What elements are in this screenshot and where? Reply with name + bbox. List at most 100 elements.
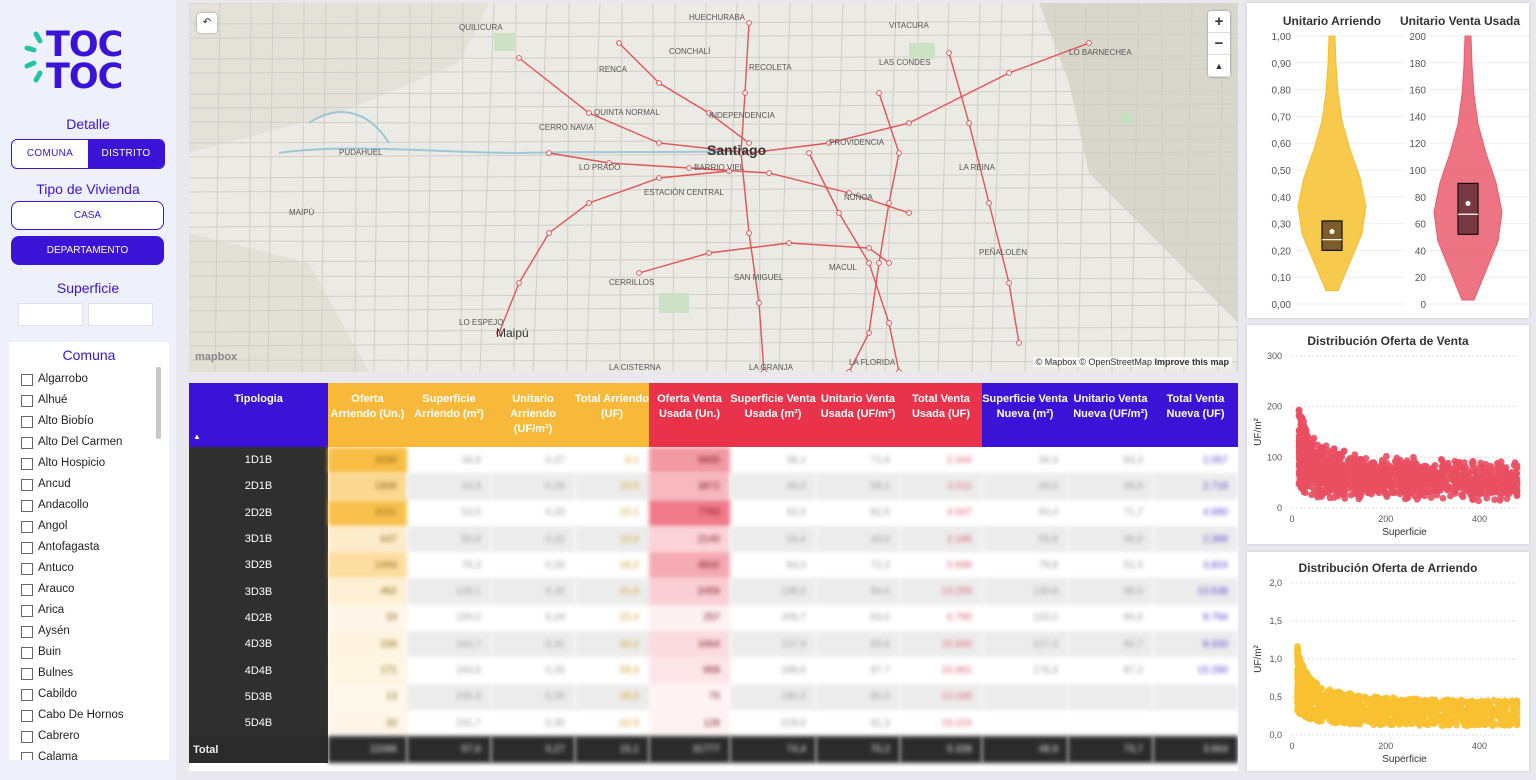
scatter-point xyxy=(1382,694,1390,702)
comuna-item[interactable]: Alto Hospicio xyxy=(9,453,169,474)
table-cell: 83,3 xyxy=(1123,454,1143,466)
checkbox[interactable] xyxy=(21,689,33,701)
comuna-label: Antofagasta xyxy=(38,541,100,553)
comuna-item[interactable]: Algarrobo xyxy=(9,369,169,390)
comuna-item[interactable]: Angol xyxy=(9,516,169,537)
comuna-scrollbar[interactable] xyxy=(156,367,161,439)
column-header[interactable]: Unitario Venta Usada (UF/m²) xyxy=(816,383,900,447)
scatter-point xyxy=(1400,696,1407,704)
checkbox[interactable] xyxy=(21,437,33,449)
table-cell: 46,0 xyxy=(982,473,1068,500)
checkbox[interactable] xyxy=(21,374,33,386)
checkbox[interactable] xyxy=(21,395,33,407)
checkbox[interactable] xyxy=(21,584,33,596)
sort-asc-icon[interactable]: ▲ xyxy=(193,432,201,441)
detalle-distrito-button[interactable]: DISTRITO xyxy=(88,140,164,168)
checkbox[interactable] xyxy=(21,626,33,638)
comuna-item[interactable]: Cabo De Hornos xyxy=(9,705,169,726)
comuna-item[interactable]: Alhué xyxy=(9,390,169,411)
y-tick-label: 100 xyxy=(1267,452,1282,462)
checkbox[interactable] xyxy=(21,479,33,491)
comuna-item[interactable]: Cabrero xyxy=(9,726,169,747)
column-header[interactable]: Tipologia ▲ xyxy=(189,383,328,447)
y-tick-label: 200 xyxy=(1267,402,1282,412)
table-cell: 97,7 xyxy=(870,665,890,677)
column-header-label: Oferta Venta Usada (Un.) xyxy=(657,393,722,420)
column-header[interactable]: Total Venta Nueva (UF) xyxy=(1153,383,1238,447)
checkbox[interactable] xyxy=(21,710,33,722)
comuna-item[interactable]: Arauco xyxy=(9,579,169,600)
map-attribution[interactable]: © Mapbox © OpenStreetMap Improve this ma… xyxy=(1032,357,1232,367)
comuna-item[interactable]: Bulnes xyxy=(9,663,169,684)
comuna-item[interactable]: Ancud xyxy=(9,474,169,495)
checkbox[interactable] xyxy=(21,647,33,659)
detalle-comuna-button[interactable]: COMUNA xyxy=(26,148,74,159)
scatter-point xyxy=(1432,484,1440,491)
checkbox[interactable] xyxy=(21,668,33,680)
table-cell: 46,0 xyxy=(730,473,816,500)
checkbox[interactable] xyxy=(21,521,33,533)
scatter-point xyxy=(1366,706,1373,714)
column-header[interactable]: Oferta Venta Usada (Un.) xyxy=(649,383,730,447)
superficie-min-input[interactable] xyxy=(18,303,83,326)
scatter-point xyxy=(1484,697,1492,705)
comuna-item[interactable]: Aysén xyxy=(9,621,169,642)
scatter-point xyxy=(1294,648,1302,656)
comuna-item[interactable]: Antofagasta xyxy=(9,537,169,558)
map-place-label: MACUL xyxy=(829,263,858,272)
scatter-point xyxy=(1335,710,1343,718)
zoom-in-button[interactable]: + xyxy=(1208,11,1230,33)
total-cell: 11066 xyxy=(328,736,407,764)
checkbox[interactable] xyxy=(21,458,33,470)
checkbox[interactable] xyxy=(21,416,33,428)
compass-button[interactable]: ▲ xyxy=(1208,55,1230,77)
scatter-point xyxy=(1513,705,1521,713)
table-cell: 55,8 xyxy=(982,525,1068,553)
superficie-max-input[interactable] xyxy=(88,303,153,326)
comuna-item[interactable]: Antuco xyxy=(9,558,169,579)
comuna-list[interactable]: Comuna Algarrobo Alhué Alto Biobío Alto Del… xyxy=(9,342,169,760)
total-cell: 74,4 xyxy=(730,736,816,764)
x-tick-label: 200 xyxy=(1378,514,1393,524)
comuna-item[interactable]: Cabildo xyxy=(9,684,169,705)
column-header[interactable]: Superficie Venta Usada (m²) xyxy=(730,383,816,447)
comuna-item[interactable]: Andacollo xyxy=(9,495,169,516)
comuna-item[interactable]: Calama xyxy=(9,747,169,760)
table-cell: 63,6 xyxy=(870,612,890,624)
zoom-out-button[interactable]: − xyxy=(1208,33,1230,55)
column-header[interactable]: Unitario Arriendo (UF/m²) xyxy=(491,383,575,447)
comuna-item[interactable]: Arica xyxy=(9,600,169,621)
comuna-item[interactable]: Alto Del Carmen xyxy=(9,432,169,453)
table-cell: 176,3 xyxy=(1032,665,1058,677)
comuna-item[interactable]: Buin xyxy=(9,642,169,663)
comuna-item[interactable]: Alto Biobío xyxy=(9,411,169,432)
column-header[interactable]: Oferta Arriendo (Un.) xyxy=(328,383,407,447)
checkbox[interactable] xyxy=(21,542,33,554)
scatter-point xyxy=(1314,709,1322,717)
scatter-point xyxy=(1294,670,1302,678)
column-header[interactable]: Superficie Venta Nueva (m²) xyxy=(982,383,1068,447)
checkbox[interactable] xyxy=(21,731,33,743)
checkbox[interactable] xyxy=(21,752,33,760)
improve-map-link[interactable]: Improve this map xyxy=(1154,357,1229,367)
y-tick-label: 0,70 xyxy=(1272,112,1292,123)
checkbox[interactable] xyxy=(21,500,33,512)
scatter-point xyxy=(1315,693,1323,700)
map[interactable]: PUDAHUEL CERRO NAVIA QUINTA NORMAL INDEPEND… xyxy=(189,3,1238,372)
column-header[interactable]: Superficie Arriendo (m²) xyxy=(407,383,491,447)
column-header[interactable]: Total Arriendo (UF) xyxy=(575,383,649,447)
table-cell: 46,0 xyxy=(1068,525,1153,553)
total-cell: 3.664 xyxy=(1153,736,1238,764)
casa-button[interactable]: CASA xyxy=(11,201,164,230)
checkbox[interactable] xyxy=(21,563,33,575)
table-cell: 34,4 xyxy=(1038,454,1058,466)
table-cell: 79,8 xyxy=(1038,559,1058,571)
column-header[interactable]: Unitario Venta Nueva (UF/m²) xyxy=(1068,383,1153,447)
table-cell: 2.511 xyxy=(900,473,982,500)
checkbox[interactable] xyxy=(21,605,33,617)
column-header[interactable]: Total Venta Usada (UF) xyxy=(900,383,982,447)
table-cell: 257 xyxy=(649,604,730,632)
departamento-button[interactable]: DEPARTAMENTO xyxy=(11,236,164,265)
map-reset-icon[interactable]: ↶ xyxy=(197,13,217,33)
table-cell: 53,4 xyxy=(730,525,816,553)
